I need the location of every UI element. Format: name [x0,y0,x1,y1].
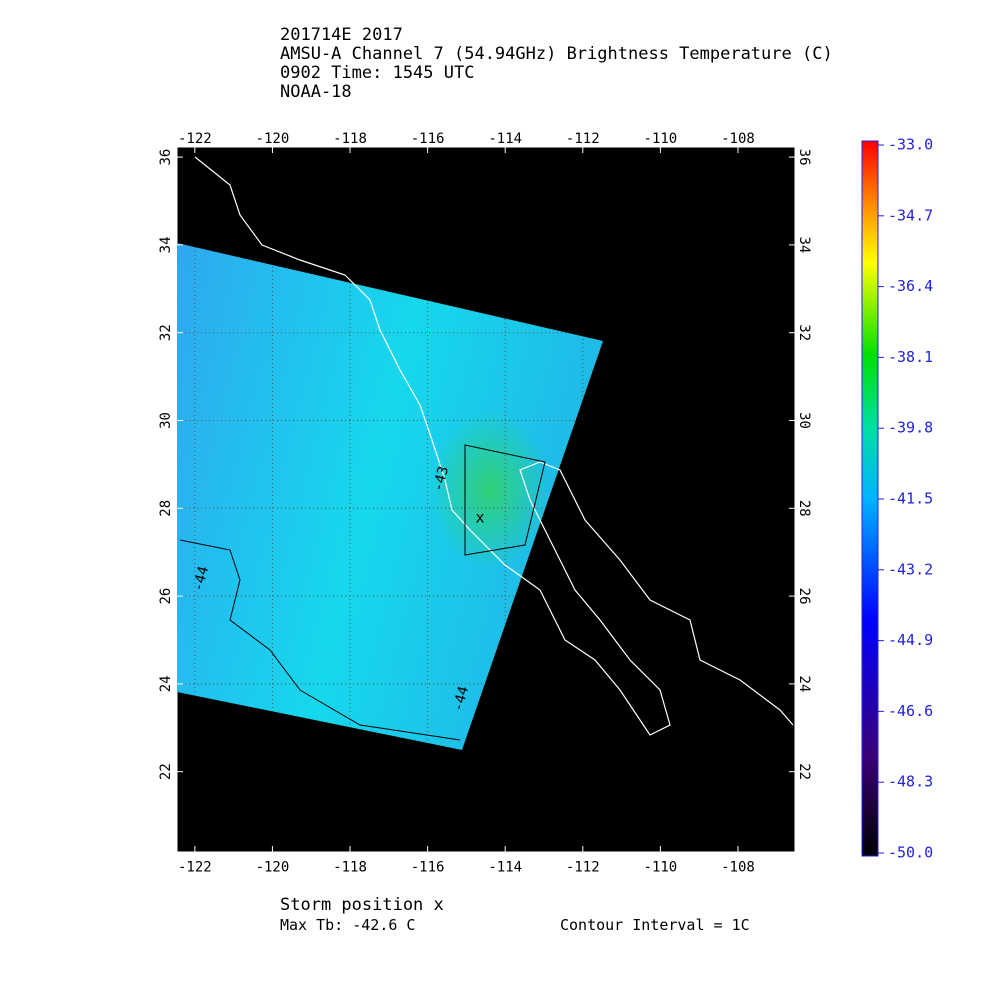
contour-label: -43 [430,465,452,494]
colorbar-label: -36.4 [888,277,933,295]
colorbar-label: -38.1 [888,348,933,366]
colorbar-label: -50.0 [888,844,933,862]
x-tick-label: -108 [721,131,755,147]
colorbar-label: -44.9 [888,631,933,649]
y-tick-label: 26 [796,588,812,605]
x-tick-label: -116 [411,131,445,147]
contour-label: -44 [450,685,472,714]
colorbar-label: -33.0 [888,136,933,154]
y-tick-label: 22 [796,763,812,780]
x-tick-label: -108 [721,860,755,876]
x-tick-label: -112 [566,131,600,147]
swath [177,243,603,750]
warm-area [430,410,550,570]
colorbar-label: -48.3 [888,773,933,791]
y-tick-label: 24 [158,675,174,692]
colorbar [861,140,879,857]
y-tick-label: 32 [158,324,174,341]
y-tick-label: 28 [158,500,174,517]
x-tick-label: -118 [333,860,367,876]
colorbar-label: -41.5 [888,490,933,508]
contour-label: -44 [190,565,212,594]
x-tick-label: -122 [178,860,212,876]
y-tick-label: 34 [158,236,174,253]
title-line: 0902 Time: 1545 UTC [280,63,474,83]
colorbar-label: -43.2 [888,560,933,578]
storm-marker: x [475,509,484,527]
y-tick-label: 26 [158,588,174,605]
x-tick-label: -112 [566,860,600,876]
x-tick-label: -114 [488,131,522,147]
max-tb: Max Tb: -42.6 C [280,916,415,934]
contour-line [179,539,461,741]
y-tick-label: 22 [158,763,174,780]
y-tick-label: 28 [796,500,812,517]
title-line: 201714E 2017 [280,25,403,45]
x-tick-label: -116 [411,860,445,876]
colorbar-label: -34.7 [888,206,933,224]
y-tick-label: 36 [796,149,812,166]
colorbar-label: -39.8 [888,419,933,437]
x-tick-label: -114 [488,860,522,876]
title-line: AMSU-A Channel 7 (54.94GHz) Brightness T… [280,44,833,64]
y-tick-label: 24 [796,675,812,692]
y-tick-label: 32 [796,324,812,341]
x-tick-label: -118 [333,131,367,147]
colorbar-label: -46.6 [888,702,933,720]
x-tick-label: -120 [256,860,290,876]
y-tick-label: 30 [796,412,812,429]
y-tick-label: 30 [158,412,174,429]
y-tick-label: 36 [158,149,174,166]
y-tick-label: 34 [796,236,812,253]
x-tick-label: -122 [178,131,212,147]
storm-label: Storm position x [280,895,444,915]
contour-line [464,444,546,556]
coastline [194,156,794,736]
x-tick-label: -110 [644,860,678,876]
footer: Storm position x Max Tb: -42.6 C Contour… [280,895,750,934]
x-tick-label: -120 [256,131,290,147]
x-tick-label: -110 [644,131,678,147]
title-line: NOAA-18 [280,82,352,102]
contour-interval: Contour Interval = 1C [560,916,750,934]
